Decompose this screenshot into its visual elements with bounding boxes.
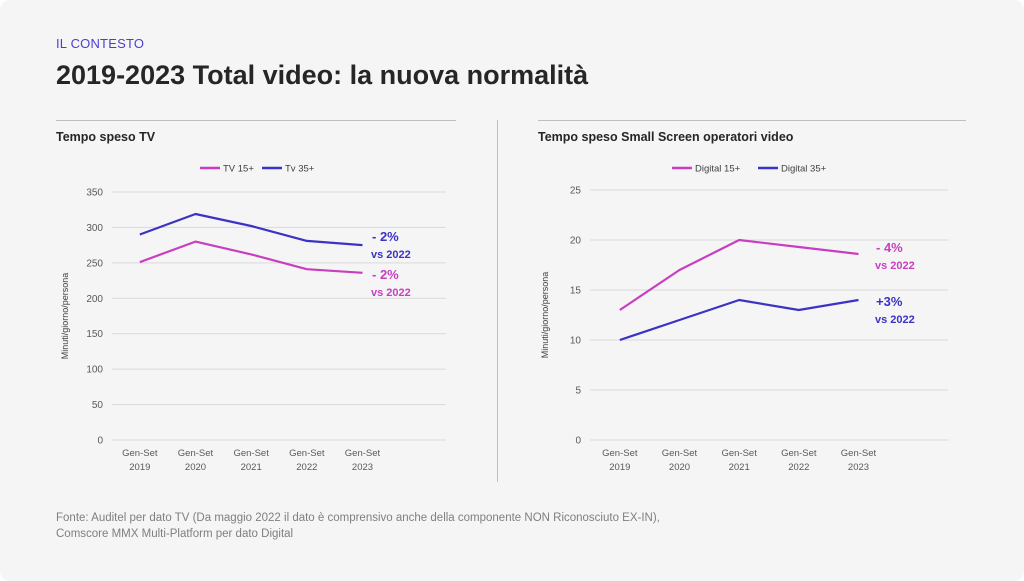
source-line-2: Comscore MMX Multi-Platform per dato Dig… xyxy=(56,528,294,540)
digital-x-tick-year: 2021 xyxy=(729,462,750,473)
tv-y-tick-label: 50 xyxy=(92,400,104,411)
digital-y-tick-label: 10 xyxy=(570,336,582,347)
vertical-divider xyxy=(497,120,498,482)
digital-legend-label: Digital 15+ xyxy=(695,164,741,175)
tv-annotation-value: - 2% xyxy=(372,229,399,244)
tv-x-tick-label: Gen-Set xyxy=(289,448,325,459)
digital-y-tick-label: 5 xyxy=(575,386,581,397)
tv-y-tick-label: 150 xyxy=(86,329,103,340)
right-divider xyxy=(538,120,966,121)
digital-y-tick-label: 15 xyxy=(570,286,582,297)
tv-y-tick-label: 200 xyxy=(86,294,103,305)
digital-series-line-2 xyxy=(619,298,859,342)
digital-series-line-1 xyxy=(619,238,859,311)
tv-x-tick-label: Gen-Set xyxy=(233,448,269,459)
digital-y-tick-label: 25 xyxy=(570,186,582,197)
tv-y-tick-label: 350 xyxy=(86,188,103,199)
tv-annotation-sub: vs 2022 xyxy=(371,249,411,261)
tv-x-tick-label: Gen-Set xyxy=(178,448,214,459)
tv-y-tick-label: 300 xyxy=(86,223,103,234)
tv-y-tick-label: 250 xyxy=(86,258,103,269)
digital-legend-label: Digital 35+ xyxy=(781,164,827,175)
digital-x-tick-year: 2023 xyxy=(848,462,869,473)
section-kicker: IL CONTESTO xyxy=(56,36,145,51)
source-note: Fonte: Auditel per dato TV (Da maggio 20… xyxy=(56,510,660,542)
left-divider xyxy=(56,120,456,121)
tv-x-tick-label: Gen-Set xyxy=(345,448,381,459)
digital-x-tick-year: 2022 xyxy=(788,462,809,473)
digital-x-tick-year: 2019 xyxy=(609,462,630,473)
tv-legend-label: Tv 35+ xyxy=(285,164,315,175)
tv-y-axis-label: Minuti/giorno/persona xyxy=(60,273,70,360)
tv-x-tick-year: 2020 xyxy=(185,462,206,473)
tv-annotation-sub: vs 2022 xyxy=(371,287,411,299)
tv-series-line-2 xyxy=(139,212,363,247)
digital-y-axis-label: Minuti/giorno/persona xyxy=(540,272,550,359)
tv-legend-label: TV 15+ xyxy=(223,164,254,175)
tv-x-tick-year: 2023 xyxy=(352,462,373,473)
tv-x-tick-year: 2019 xyxy=(129,462,150,473)
tv-y-tick-label: 100 xyxy=(86,365,103,376)
tv-annotation-value: - 2% xyxy=(372,267,399,282)
digital-annotation-sub: vs 2022 xyxy=(875,260,915,272)
digital-x-tick-label: Gen-Set xyxy=(721,448,757,459)
digital-chart-title: Tempo speso Small Screen operatori video xyxy=(538,130,794,144)
source-line-1: Fonte: Auditel per dato TV (Da maggio 20… xyxy=(56,512,660,524)
digital-y-tick-label: 20 xyxy=(570,236,582,247)
digital-x-tick-label: Gen-Set xyxy=(602,448,638,459)
digital-y-tick-label: 0 xyxy=(575,436,581,447)
tv-y-tick-label: 0 xyxy=(97,436,103,447)
page-title: 2019-2023 Total video: la nuova normalit… xyxy=(56,60,589,90)
tv-series-line-1 xyxy=(139,240,363,274)
digital-x-tick-year: 2020 xyxy=(669,462,690,473)
tv-chart-title: Tempo speso TV xyxy=(56,130,156,144)
digital-annotation-value: +3% xyxy=(876,294,903,309)
digital-annotation-sub: vs 2022 xyxy=(875,314,915,326)
tv-x-tick-year: 2022 xyxy=(296,462,317,473)
digital-annotation-value: - 4% xyxy=(876,240,903,255)
digital-x-tick-label: Gen-Set xyxy=(781,448,817,459)
digital-x-tick-label: Gen-Set xyxy=(841,448,877,459)
digital-x-tick-label: Gen-Set xyxy=(662,448,698,459)
tv-x-tick-label: Gen-Set xyxy=(122,448,158,459)
tv-x-tick-year: 2021 xyxy=(241,462,262,473)
